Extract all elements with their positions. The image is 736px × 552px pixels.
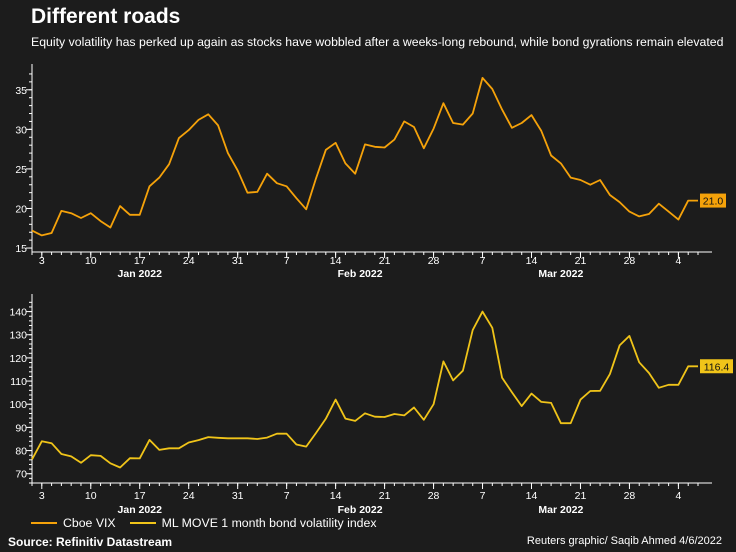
x-month-label: Feb 2022 (338, 268, 383, 280)
x-month-label: Jan 2022 (118, 268, 163, 280)
y-tick-label: 35 (15, 85, 27, 97)
legend-label-move: ML MOVE 1 month bond volatility index (161, 516, 377, 530)
x-tick-label: 31 (232, 490, 244, 502)
x-tick-label: 7 (284, 255, 290, 267)
x-tick-label: 7 (284, 490, 290, 502)
x-tick-label: 21 (575, 255, 587, 267)
x-tick-label: 21 (379, 490, 391, 502)
source-note: Source: Refinitiv Datastream (8, 535, 173, 549)
x-tick-label: 21 (379, 255, 391, 267)
x-tick-label: 14 (526, 255, 538, 267)
x-tick-label: 14 (330, 255, 342, 267)
x-tick-label: 10 (85, 255, 97, 267)
x-tick-label: 24 (183, 490, 195, 502)
legend-item-move: ML MOVE 1 month bond volatility index (129, 516, 377, 530)
move-series-line (31, 310, 698, 469)
y-tick-label: 80 (15, 446, 27, 458)
x-month-label: Mar 2022 (538, 268, 583, 280)
move-panel: 70 80 90 100 110 120 130 140 3 10 17 24 31 7 14 21 28 7 14… (9, 294, 733, 516)
x-tick-label: 31 (232, 255, 244, 267)
x-tick-label: 28 (624, 255, 636, 267)
y-tick-label: 25 (15, 164, 27, 176)
y-tick-label: 30 (15, 124, 27, 136)
y-tick-label: 70 (15, 469, 27, 481)
x-tick-label: 3 (39, 490, 45, 502)
legend-label-vix: Cboe VIX (63, 516, 116, 530)
x-tick-label: 7 (480, 490, 486, 502)
x-tick-label: 28 (624, 490, 636, 502)
y-tick-label: 120 (9, 353, 27, 365)
y-tick-label: 15 (15, 243, 27, 255)
legend: Cboe VIX ML MOVE 1 month bond volatility… (31, 516, 390, 530)
x-tick-label: 17 (134, 255, 146, 267)
credit-note: Reuters graphic/ Saqib Ahmed 4/6/2022 (526, 535, 722, 547)
vix-series-line (31, 77, 698, 237)
y-tick-label: 130 (9, 330, 27, 342)
last-value-label: 21.0 (703, 196, 724, 208)
x-month-label: Feb 2022 (338, 504, 383, 516)
y-tick-label: 110 (10, 376, 27, 388)
y-tick-label: 20 (15, 203, 27, 215)
x-tick-label: 17 (134, 490, 146, 502)
x-tick-label: 4 (675, 255, 681, 267)
x-tick-label: 3 (39, 255, 45, 267)
x-tick-label: 21 (575, 490, 587, 502)
x-month-label: Jan 2022 (118, 504, 163, 516)
x-month-label: Mar 2022 (538, 504, 583, 516)
y-tick-label: 100 (9, 399, 27, 411)
legend-item-vix: Cboe VIX (31, 516, 116, 530)
x-tick-label: 14 (526, 490, 538, 502)
last-value-label: 116.4 (704, 361, 730, 373)
x-tick-label: 24 (183, 255, 195, 267)
legend-swatch-move (129, 522, 156, 524)
last-value-box (700, 193, 726, 208)
y-tick-label: 140 (9, 307, 27, 319)
x-tick-label: 28 (428, 255, 440, 267)
x-tick-label: 14 (330, 490, 342, 502)
last-value-box (700, 359, 733, 374)
legend-swatch-vix (31, 522, 57, 524)
chart-title: Different roads (31, 5, 181, 28)
vix-panel: 15 20 25 30 35 3 10 17 24 31 7 14 21 28 7 14 21 28 4 Jan 20… (15, 64, 726, 280)
x-tick-label: 7 (480, 255, 486, 267)
x-tick-label: 4 (675, 490, 681, 502)
x-tick-label: 10 (85, 490, 97, 502)
y-tick-label: 90 (15, 422, 27, 434)
x-tick-label: 28 (428, 490, 440, 502)
chart-subtitle: Equity volatility has perked up again as… (31, 35, 724, 49)
